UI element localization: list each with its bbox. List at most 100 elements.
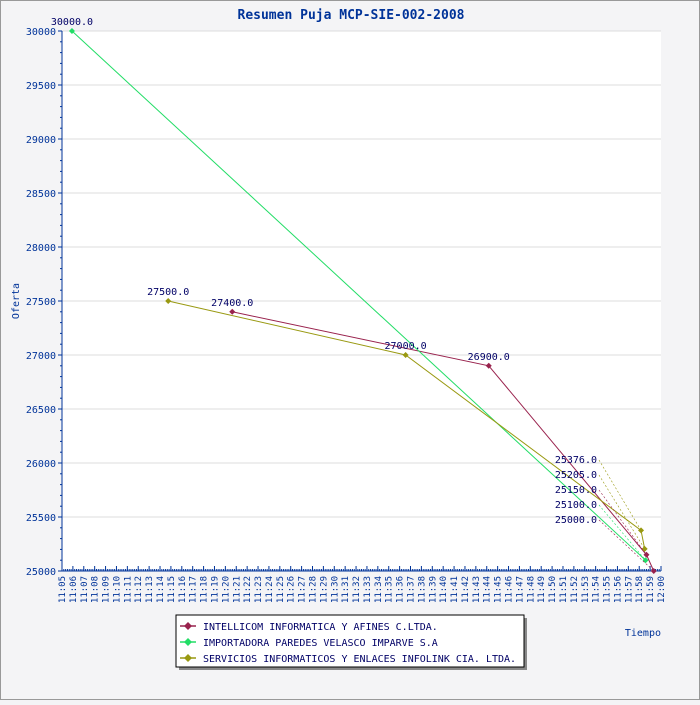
x-tick-label: 11:25 [276,576,286,603]
legend-marker [184,622,192,630]
x-tick-label: 11:26 [287,576,297,603]
data-label-leader [598,489,647,555]
x-tick-label: 11:24 [265,576,275,603]
y-tick-label: 29000 [26,135,56,146]
x-tick-label: 11:15 [167,576,177,603]
x-tick-label: 11:16 [178,576,188,603]
chart-title: Resumen Puja MCP-SIE-002-2008 [238,8,465,23]
x-tick-label: 11:47 [515,576,525,603]
x-tick-label: 11:18 [200,576,210,603]
x-tick-label: 11:57 [624,576,634,603]
x-tick-label: 11:52 [570,576,580,603]
x-tick-label: 11:33 [363,576,373,603]
legend [175,614,525,668]
y-tick-label: 28500 [26,189,56,200]
data-label: 30000.0 [51,17,93,28]
data-label: 25150.0 [555,485,597,496]
x-tick-label: 11:11 [123,576,133,603]
series-line [71,30,646,561]
y-tick-label: 27500 [26,297,56,308]
x-tick-label: 11:07 [80,576,90,603]
series-line [168,300,646,549]
series-line [232,311,655,572]
data-point [485,362,492,369]
data-label: 27000.0 [385,341,427,352]
data-label: 25100.0 [555,500,597,511]
x-tick-label: 11:23 [254,576,264,603]
x-tick-label: 11:55 [603,576,613,603]
x-tick-label: 11:21 [232,576,242,603]
x-tick-label: 11:30 [330,576,340,603]
x-tick-label: 11:38 [417,576,427,603]
x-tick-label: 11:29 [319,576,329,603]
x-tick-label: 11:14 [156,576,166,603]
x-axis-label: Tiempo [625,628,661,639]
y-tick-label: 28000 [26,243,56,254]
x-tick-label: 11:58 [635,576,645,603]
x-tick-label: 11:50 [548,576,558,603]
x-tick-label: 12:00 [657,576,667,603]
x-tick-label: 11:56 [613,576,623,603]
x-tick-label: 11:44 [483,576,493,603]
x-tick-label: 11:42 [461,576,471,603]
x-tick-label: 11:05 [58,576,68,603]
x-tick-label: 11:09 [102,576,112,603]
x-tick-label: 11:41 [450,576,460,603]
x-tick-label: 11:27 [298,576,308,603]
x-tick-label: 11:32 [352,576,362,603]
data-label: 27500.0 [147,287,189,298]
x-tick-label: 11:43 [472,576,482,603]
y-tick-label: 29500 [26,81,56,92]
data-label: 26900.0 [468,352,510,363]
x-tick-label: 11:10 [112,576,122,603]
data-point [641,545,648,552]
y-tick-label: 27000 [26,351,56,362]
x-tick-label: 11:20 [221,576,231,603]
legend-label: IMPORTADORA PAREDES VELASCO IMPARVE S.A [203,638,438,649]
data-point [165,298,172,304]
y-tick-label: 25000 [26,567,56,578]
x-tick-label: 11:53 [581,576,591,603]
legend-marker [184,654,192,662]
x-tick-label: 11:40 [439,576,449,603]
data-point [68,28,75,34]
y-tick-label: 26000 [26,459,56,470]
legend-label: INTELLICOM INFORMATICA Y AFINES C.LTDA. [203,622,438,633]
x-tick-label: 11:34 [374,576,384,603]
data-label-leader [598,459,642,531]
legend-marker [184,638,192,646]
x-tick-label: 11:45 [494,576,504,603]
data-label-leader [598,519,654,572]
x-tick-label: 11:22 [243,576,253,603]
x-tick-label: 11:35 [385,576,395,603]
data-point [402,352,409,358]
x-tick-label: 11:36 [396,576,406,603]
x-tick-label: 11:06 [69,576,79,603]
x-tick-label: 11:51 [559,576,569,603]
data-label: 25205.0 [555,470,597,481]
x-tick-label: 11:39 [428,576,438,603]
y-tick-label: 25500 [26,513,56,524]
x-tick-label: 11:59 [646,576,656,603]
x-tick-label: 11:46 [505,576,515,603]
x-tick-label: 11:08 [91,576,101,603]
x-tick-label: 11:31 [341,576,351,603]
x-tick-label: 11:12 [134,576,144,603]
data-label-leader [598,504,646,561]
data-label: 25000.0 [555,515,597,526]
x-tick-label: 11:54 [592,576,602,603]
y-tick-label: 26500 [26,405,56,416]
y-tick-label: 30000 [26,27,56,38]
x-tick-label: 11:17 [189,576,199,603]
x-tick-label: 11:49 [537,576,547,603]
data-label: 25376.0 [555,455,597,466]
data-label: 27400.0 [211,298,253,309]
x-tick-label: 11:19 [210,576,220,603]
x-tick-label: 11:37 [407,576,417,603]
data-point [229,308,236,315]
x-tick-label: 11:28 [308,576,318,603]
legend-label: SERVICIOS INFORMATICOS Y ENLACES INFOLIN… [203,654,516,665]
x-tick-label: 11:48 [526,576,536,603]
